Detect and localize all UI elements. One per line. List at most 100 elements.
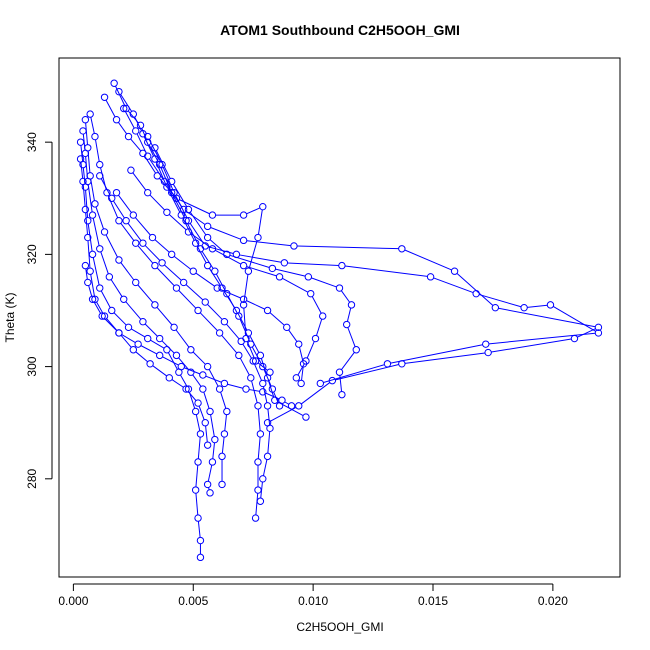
series-segment (95, 139, 100, 162)
series-segment (257, 209, 263, 235)
data-point (215, 329, 224, 337)
data-point (484, 348, 492, 357)
data-point (191, 239, 200, 247)
data-point (263, 402, 272, 410)
series-segment (197, 437, 201, 459)
series-segment (215, 273, 226, 292)
data-point (132, 127, 140, 135)
series-line (120, 104, 603, 427)
series-segment (323, 364, 385, 384)
series-line (110, 79, 284, 410)
series-segment (195, 414, 201, 431)
series-segment (577, 328, 596, 338)
data-point (182, 385, 190, 393)
series-segment (208, 268, 221, 286)
data-point (335, 368, 344, 376)
series-segment (284, 401, 290, 405)
series-segment (239, 254, 282, 263)
series-segment (190, 233, 211, 248)
series-segment (87, 240, 91, 269)
data-point (239, 295, 248, 303)
series-segment (130, 138, 142, 152)
series-segment (80, 162, 84, 179)
data-point (160, 177, 169, 186)
data-point (84, 217, 92, 225)
data-point (127, 166, 135, 174)
series-segment (100, 290, 111, 308)
data-point (220, 318, 229, 326)
series-segment (210, 414, 215, 437)
series-segment (180, 374, 188, 387)
series-segment (197, 521, 201, 538)
data-point (86, 267, 94, 275)
data-point (256, 430, 265, 438)
data-point (76, 155, 85, 163)
series-line (115, 87, 310, 421)
series-segment (90, 117, 95, 134)
series-segment (251, 380, 258, 403)
data-point (184, 205, 193, 214)
data-point (86, 110, 94, 118)
data-point (167, 250, 176, 259)
series-segment (152, 365, 167, 377)
series-segment (155, 161, 167, 185)
data-point (290, 242, 298, 250)
series-segment (95, 206, 104, 230)
series-segment (456, 272, 494, 306)
data-point (96, 284, 104, 292)
data-point (81, 205, 90, 214)
data-point (191, 407, 200, 416)
data-point (242, 385, 250, 393)
data-point (196, 536, 205, 545)
series-segment (479, 294, 522, 308)
series-segment (149, 194, 166, 211)
data-point (163, 208, 171, 216)
series-segment (196, 245, 207, 264)
series-segment (105, 99, 116, 118)
data-point (144, 132, 152, 141)
series-segment (205, 375, 222, 383)
data-point (187, 346, 195, 354)
series-segment (189, 223, 204, 244)
data-point (338, 261, 346, 270)
series-segment (246, 207, 261, 215)
data-point (88, 250, 97, 259)
data-point (220, 430, 229, 438)
series-segment (198, 405, 205, 420)
data-point (208, 245, 217, 253)
data-point (139, 239, 147, 247)
series-segment (156, 306, 173, 326)
y-tick-label: 300 (25, 356, 39, 376)
data-point (215, 385, 224, 393)
y-tick-label: 280 (25, 468, 39, 488)
data-point (170, 188, 178, 197)
data-point (146, 360, 154, 368)
data-point (151, 261, 159, 270)
series-segment (287, 262, 339, 266)
series-segment (156, 267, 175, 287)
series-segment (195, 493, 199, 515)
data-point (254, 486, 262, 494)
series-segment (90, 178, 95, 201)
data-point (201, 419, 209, 427)
series-segment (154, 239, 170, 253)
series-segment (306, 341, 315, 359)
data-point (235, 351, 243, 360)
data-point (249, 357, 257, 365)
data-point (120, 295, 128, 303)
series-line (76, 155, 212, 449)
series-segment (249, 389, 260, 392)
data-point (115, 256, 123, 264)
data-point (259, 202, 267, 211)
data-point (115, 329, 123, 337)
data-point (283, 323, 291, 332)
data-point (263, 452, 272, 461)
data-point (203, 261, 212, 270)
data-point (151, 155, 159, 163)
data-point (129, 211, 138, 219)
series-segment (311, 296, 322, 314)
data-point (211, 435, 219, 444)
series-segment (85, 122, 88, 145)
data-point (316, 379, 325, 388)
data-point (79, 127, 87, 135)
